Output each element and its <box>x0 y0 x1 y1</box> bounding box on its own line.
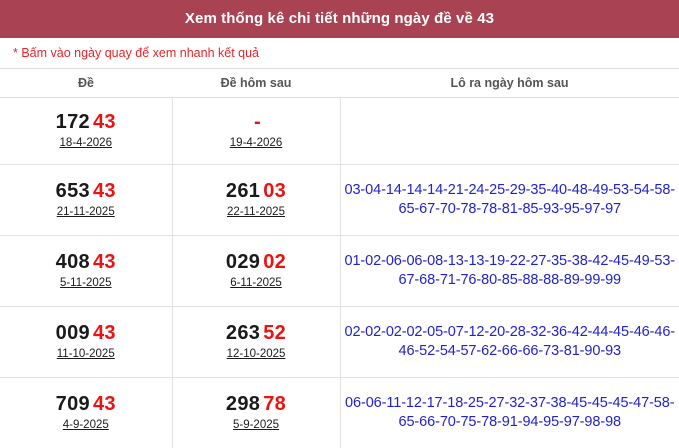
de-hom-sau-number-tail: 52 <box>263 322 286 344</box>
de-number-head: 709 <box>56 393 90 415</box>
cell-lo-ra-ngay-hom-sau: 01-02-06-06-08-13-13-19-22-27-35-38-42-4… <box>340 236 679 307</box>
lo-numbers: 06-06-11-12-17-18-25-27-32-37-38-45-45-4… <box>345 394 676 432</box>
de-hom-sau-date-link[interactable]: 5-9-2025 <box>233 419 279 433</box>
de-hom-sau-number-head: 029 <box>226 251 260 273</box>
de-date-link[interactable]: 18-4-2026 <box>60 137 112 151</box>
de-hom-sau-number-head: 261 <box>226 180 260 202</box>
lo-numbers: 01-02-06-06-08-13-13-19-22-27-35-38-42-4… <box>345 252 676 290</box>
de-number-head: 653 <box>56 180 90 202</box>
column-header-lo-ra-ngay-hom-sau: Lô ra ngày hôm sau <box>340 69 679 98</box>
de-number-tail: 43 <box>93 251 116 273</box>
de-hom-sau-number-head: 298 <box>226 393 260 415</box>
de-number-tail: 43 <box>93 111 116 133</box>
de-hom-sau-number-tail: 03 <box>263 180 286 202</box>
de-number-tail: 43 <box>93 180 116 202</box>
cell-de-hom-sau: - 19-4-2026 <box>172 98 340 165</box>
lo-numbers: 02-02-02-02-05-07-12-20-28-32-36-42-44-4… <box>345 323 676 361</box>
column-header-de-hom-sau: Đề hôm sau <box>172 69 340 98</box>
de-hom-sau-number-tail: 78 <box>263 393 286 415</box>
table-header-row: Đề Đề hôm sau Lô ra ngày hôm sau <box>0 69 679 98</box>
de-hom-sau-number-tail: - <box>254 111 261 133</box>
de-number-tail: 43 <box>93 393 116 415</box>
de-number-tail: 43 <box>93 322 116 344</box>
de-number-head: 009 <box>56 322 90 344</box>
de-hom-sau-date-link[interactable]: 19-4-2026 <box>230 137 282 151</box>
de-number-head: 172 <box>56 111 90 133</box>
page-title: Xem thống kê chi tiết những ngày đề về 4… <box>185 0 494 38</box>
de-hom-sau-date-link[interactable]: 12-10-2025 <box>227 348 286 362</box>
cell-lo-ra-ngay-hom-sau <box>340 98 679 165</box>
de-number-head: 408 <box>56 251 90 273</box>
stats-page: Xem thống kê chi tiết những ngày đề về 4… <box>0 0 679 428</box>
hint-note-row: * Bấm vào ngày quay để xem nhanh kết quả <box>0 38 679 69</box>
de-date-link[interactable]: 4-9-2025 <box>63 419 109 433</box>
de-hom-sau-date-link[interactable]: 22-11-2025 <box>227 206 285 220</box>
de-hom-sau-number: - <box>175 111 338 133</box>
de-hom-sau-number-tail: 02 <box>263 251 286 273</box>
de-date-link[interactable]: 21-11-2025 <box>57 206 115 220</box>
cell-lo-ra-ngay-hom-sau: 03-04-14-14-14-21-24-25-29-35-40-48-49-5… <box>340 165 679 236</box>
hint-note-text: * Bấm vào ngày quay để xem nhanh kết quả <box>13 46 259 60</box>
de-date-link[interactable]: 11-10-2025 <box>57 348 115 362</box>
cell-lo-ra-ngay-hom-sau: 02-02-02-02-05-07-12-20-28-32-36-42-44-4… <box>340 307 679 378</box>
de-date-link[interactable]: 5-11-2025 <box>60 277 112 291</box>
de-hom-sau-date-link[interactable]: 6-11-2025 <box>230 277 282 291</box>
de-hom-sau-number-head: 263 <box>226 322 260 344</box>
column-header-de: Đề <box>0 69 172 98</box>
lo-numbers: 03-04-14-14-14-21-24-25-29-35-40-48-49-5… <box>345 181 676 219</box>
page-title-bar: Xem thống kê chi tiết những ngày đề về 4… <box>0 0 679 38</box>
cell-lo-ra-ngay-hom-sau: 06-06-11-12-17-18-25-27-32-37-38-45-45-4… <box>340 378 679 448</box>
